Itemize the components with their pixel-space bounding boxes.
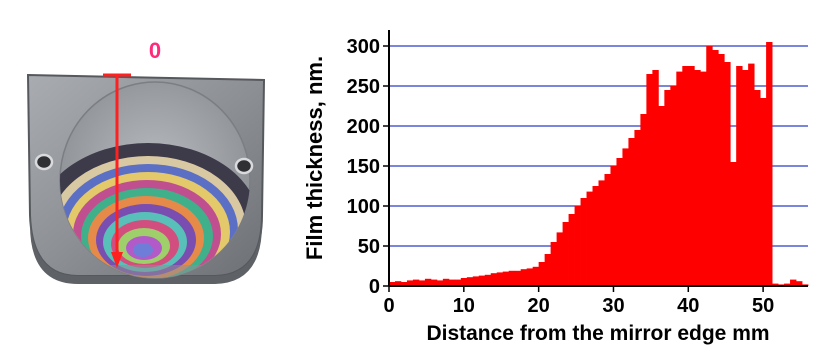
bar — [466, 277, 474, 286]
measurement-arrow — [103, 73, 131, 268]
y-tick-label: 50 — [358, 236, 380, 258]
mounting-hole-right — [234, 157, 254, 175]
bar — [514, 270, 522, 286]
bars — [389, 42, 809, 286]
bar — [508, 270, 516, 286]
bar — [460, 278, 468, 286]
bar — [526, 268, 534, 286]
bar — [742, 70, 749, 286]
bar — [490, 273, 498, 286]
bar — [556, 232, 563, 286]
bar — [760, 98, 767, 286]
bar — [448, 279, 456, 286]
bar — [586, 191, 593, 286]
mounting-hole-left — [34, 153, 54, 171]
bar — [406, 280, 414, 286]
bar — [520, 269, 528, 286]
bar — [682, 66, 689, 286]
bar — [532, 266, 540, 286]
bar — [442, 278, 450, 286]
y-axis-label: Film thickness, nm. — [302, 56, 327, 260]
y-tick-labels: 0 50 100 150 200 250 300 — [347, 36, 389, 298]
bar — [790, 279, 797, 286]
y-tick-label: 0 — [369, 276, 380, 298]
bar — [784, 283, 791, 286]
bar — [562, 222, 569, 286]
bar — [700, 71, 707, 286]
y-tick-label: 150 — [347, 156, 380, 178]
bar — [389, 282, 396, 286]
bar — [604, 174, 611, 286]
thickness-bar-chart: 0 50 100 150 200 250 300 0 10 20 30 40 50 Distance … — [302, 30, 809, 345]
bar — [736, 66, 743, 286]
mirror-photo-panel: 0 — [0, 0, 290, 351]
bar — [598, 180, 605, 286]
x-tick-label: 40 — [677, 295, 699, 317]
bar — [478, 275, 486, 286]
x-tick-label: 20 — [528, 295, 550, 317]
bar — [424, 278, 432, 286]
bar — [436, 280, 444, 286]
bar — [694, 70, 701, 286]
bar — [502, 271, 510, 286]
x-tick-label: 30 — [602, 295, 624, 317]
bar — [796, 281, 803, 286]
bar — [544, 254, 552, 286]
x-axis-label: Distance from the mirror edge mm — [426, 322, 769, 345]
bar — [688, 66, 695, 286]
bar — [670, 86, 677, 286]
bar — [484, 274, 492, 286]
bar — [676, 71, 683, 286]
x-tick-labels: 0 10 20 30 40 50 — [383, 286, 774, 317]
bar — [640, 114, 647, 286]
bar — [730, 162, 737, 286]
bar — [712, 50, 719, 286]
bar — [754, 90, 761, 286]
bar — [412, 279, 420, 286]
bar — [538, 262, 546, 286]
bar — [568, 214, 575, 286]
y-tick-label: 200 — [347, 116, 380, 138]
bar — [628, 138, 635, 286]
bar — [724, 62, 731, 286]
bar — [652, 70, 659, 286]
bar — [430, 279, 438, 286]
marker-label: 0 — [149, 38, 161, 63]
bar — [772, 283, 779, 286]
bar — [574, 206, 581, 286]
bar — [592, 186, 599, 286]
bar — [664, 90, 671, 286]
bar — [634, 130, 641, 286]
y-tick-label: 250 — [347, 76, 380, 98]
x-tick-label: 50 — [752, 295, 774, 317]
bar — [418, 280, 426, 286]
y-tick-label: 300 — [347, 36, 380, 58]
bar — [550, 242, 557, 286]
x-tick-label: 0 — [383, 295, 394, 317]
axes — [388, 30, 808, 287]
bar — [718, 54, 725, 286]
bar — [454, 279, 462, 286]
bar — [472, 276, 480, 286]
bar — [394, 281, 402, 286]
bar — [400, 282, 408, 286]
bar — [622, 148, 629, 286]
y-tick-label: 100 — [347, 196, 380, 218]
bar — [616, 158, 623, 286]
bar — [658, 106, 665, 286]
bar — [610, 166, 617, 286]
bar — [748, 63, 755, 286]
thickness-chart-panel: 0 50 100 150 200 250 300 0 10 20 30 40 50 Distance … — [290, 0, 836, 351]
mirror-photo: 0 — [26, 38, 266, 284]
bar — [706, 46, 713, 286]
x-tick-label: 10 — [453, 295, 475, 317]
bar — [496, 272, 504, 286]
bar — [580, 198, 587, 286]
bar — [646, 74, 653, 286]
bar — [766, 42, 773, 286]
